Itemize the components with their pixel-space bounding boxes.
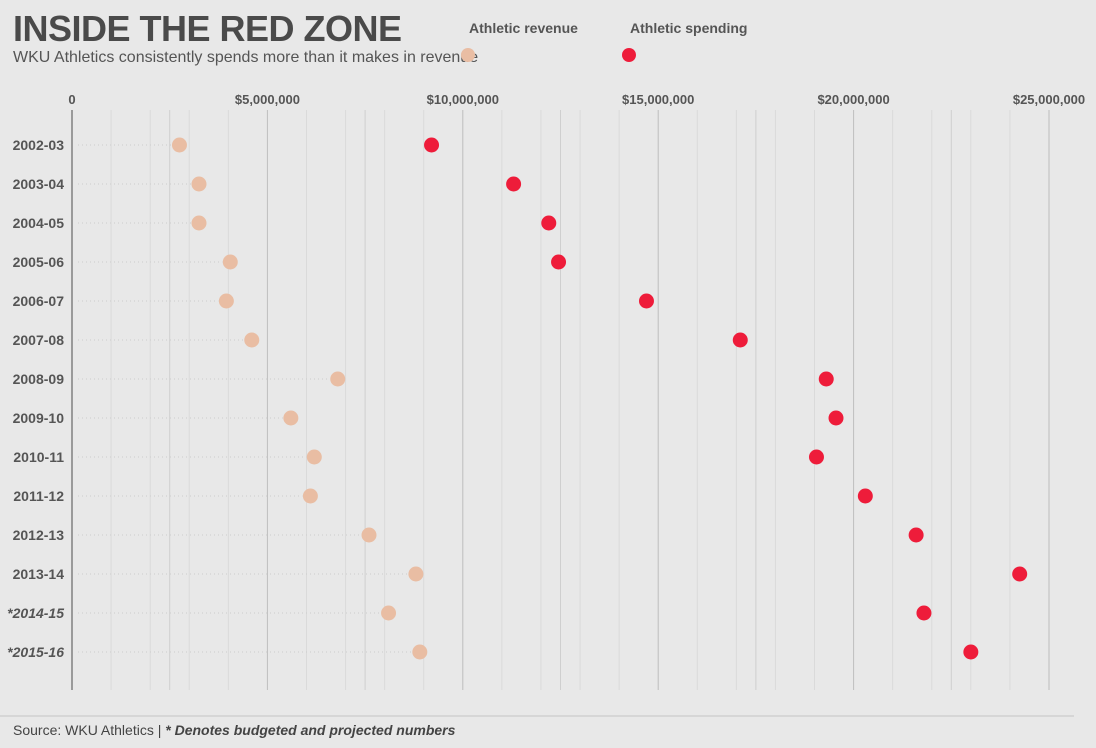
legend-revenue-label: Athletic revenue xyxy=(469,20,578,36)
spending-dot xyxy=(818,371,834,387)
dumbbell-bars xyxy=(171,137,1028,660)
category-label: 2002-03 xyxy=(13,137,65,153)
legend: Athletic revenue Athletic spending xyxy=(461,20,747,62)
footer: Source: WKU Athletics | * Denotes budget… xyxy=(13,722,455,738)
category-label: 2003-04 xyxy=(13,176,65,192)
row-guides xyxy=(78,144,412,653)
revenue-dot xyxy=(361,527,377,543)
category-label: *2014-15 xyxy=(7,605,64,621)
spending-dot xyxy=(963,644,979,660)
spending-dot xyxy=(541,215,557,231)
legend-spending-dot xyxy=(622,48,636,62)
category-label: 2006-07 xyxy=(13,293,65,309)
spending-dot xyxy=(638,293,654,309)
spending-dot xyxy=(506,176,522,192)
category-label: 2007-08 xyxy=(13,332,65,348)
revenue-dot xyxy=(381,605,397,621)
x-tick-label: $20,000,000 xyxy=(817,92,889,107)
x-tick-label: 0 xyxy=(68,92,75,107)
spending-dot xyxy=(808,449,824,465)
footnote: * Denotes budgeted and projected numbers xyxy=(165,722,456,738)
revenue-dot xyxy=(191,176,207,192)
revenue-dot xyxy=(244,332,260,348)
spending-dot xyxy=(551,254,567,270)
spending-dot xyxy=(828,410,844,426)
x-tick-label: $5,000,000 xyxy=(235,92,300,107)
revenue-dot xyxy=(283,410,299,426)
revenue-dot xyxy=(412,644,428,660)
x-axis: 0 $5,000,000 $10,000,000 $15,000,000 $20,000… xyxy=(68,92,1085,107)
category-label: 2005-06 xyxy=(13,254,65,270)
revenue-dot xyxy=(302,488,318,504)
x-tick-label: $10,000,000 xyxy=(427,92,499,107)
category-label: 2008-09 xyxy=(13,371,65,387)
revenue-dot xyxy=(171,137,187,153)
spending-dot xyxy=(916,605,932,621)
spending-dot xyxy=(857,488,873,504)
x-tick-label: $25,000,000 xyxy=(1013,92,1085,107)
category-label: 2013-14 xyxy=(13,566,65,582)
revenue-dot xyxy=(408,566,424,582)
chart-subtitle: WKU Athletics consistently spends more t… xyxy=(13,49,479,66)
source-text: Source: WKU Athletics | xyxy=(13,722,162,738)
category-label: *2015-16 xyxy=(7,644,64,660)
x-tick-label: $15,000,000 xyxy=(622,92,694,107)
spending-dot xyxy=(1012,566,1028,582)
category-label: 2012-13 xyxy=(13,527,65,543)
legend-spending-label: Athletic spending xyxy=(630,20,747,36)
category-label: 2010-11 xyxy=(13,449,64,465)
revenue-dot xyxy=(191,215,207,231)
revenue-dot xyxy=(306,449,322,465)
category-label: 2009-10 xyxy=(13,410,65,426)
category-label: 2011-12 xyxy=(13,488,64,504)
grid-lines xyxy=(0,110,1074,717)
spending-dot xyxy=(424,137,440,153)
revenue-dot xyxy=(222,254,238,270)
legend-revenue-dot xyxy=(461,48,475,62)
revenue-dot xyxy=(330,371,346,387)
category-label: 2004-05 xyxy=(13,215,65,231)
spending-dot xyxy=(908,527,924,543)
category-labels: 2002-03 2003-04 2004-05 2005-06 2006-07 2007-… xyxy=(7,137,64,660)
revenue-dot xyxy=(218,293,234,309)
spending-dot xyxy=(732,332,748,348)
chart-title: INSIDE THE RED ZONE xyxy=(13,8,402,49)
